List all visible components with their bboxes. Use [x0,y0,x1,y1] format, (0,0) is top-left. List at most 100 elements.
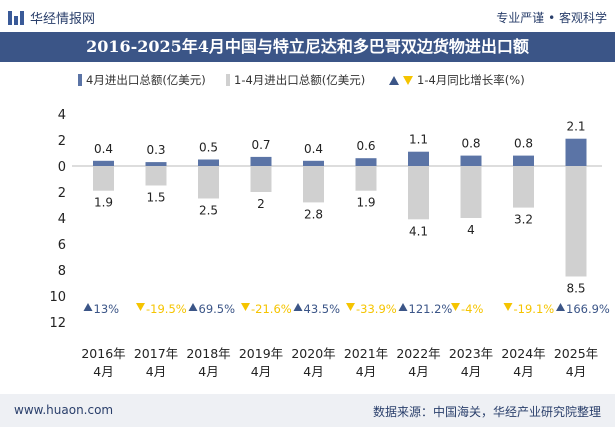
growth-up-triangle-icon [398,303,408,311]
chart-title: 2016-2025年4月中国与特立尼达和多巴哥双边货物进出口额 [0,32,615,62]
y-tick-label: 4 [58,108,66,123]
y-tick-label: 2 [58,134,66,149]
x-tick-label-month: 4月 [566,364,586,379]
export-value-label: 0.3 [146,143,165,157]
growth-down-triangle-icon [503,303,513,311]
export-bar [145,162,167,166]
x-tick-label-year: 2021年 [344,346,388,361]
legend-label-growth: 1-4月同比增长率(%) [417,73,525,87]
growth-value-label: -21.6% [251,302,292,316]
legend-up-triangle-icon [389,76,399,85]
growth-up-triangle-icon [83,303,93,311]
import-bar [355,166,377,191]
import-bar [565,166,587,277]
export-bar [460,155,482,166]
y-tick-label: 6 [58,238,66,253]
top-bar: 华经情报网 专业严谨 • 客观科学 [0,0,615,32]
import-value-label: 2 [257,197,265,211]
x-tick-label-month: 4月 [198,364,218,379]
y-tick-label: 10 [49,290,66,305]
import-bar [408,166,429,220]
import-value-label: 1.5 [146,191,165,205]
growth-row: 13% -19.5% 69.5% -21.6% 43.5% -33.9% 121.2% -4%… [83,302,610,316]
data-source: 数据来源：中国海关，华经产业研究院整理 [372,405,601,419]
export-bar [250,156,272,166]
y-tick-label: 2 [58,186,66,201]
growth-value-label: -19.1% [514,302,555,316]
import-value-label: 1.9 [356,196,375,210]
footer: www.huaon.com 数据来源：中国海关，华经产业研究院整理 [0,394,615,427]
x-tick-label-year: 2022年 [396,346,440,361]
growth-value-label: 121.2% [409,302,453,316]
growth-value-label: 166.9% [566,302,610,316]
import-value-label: 4.1 [409,224,428,238]
export-bar [355,158,377,166]
x-tick-label-month: 4月 [93,364,113,379]
export-bar [198,159,219,166]
y-tick-label: 8 [58,264,66,279]
chart: 4月进出口总额(亿美元) 1-4月进出口总额(亿美元) 1-4月同比增长率(%) 4… [49,73,610,379]
legend-label-export: 4月进出口总额(亿美元) [86,73,206,87]
export-bar [303,160,324,166]
tagline: 专业严谨 • 客观科学 [496,11,607,25]
export-value-label: 0.4 [94,142,113,156]
x-tick-label-month: 4月 [146,364,166,379]
export-bar [408,151,429,166]
legend-swatch-export [78,74,82,86]
x-tick-label-year: 2025年 [554,346,598,361]
x-tick-label-month: 4月 [356,364,376,379]
growth-down-triangle-icon [136,303,145,311]
x-tick-label-year: 2020年 [291,346,335,361]
growth-down-triangle-icon [241,303,250,311]
x-tick-label-month: 4月 [461,364,481,379]
export-value-label: 0.6 [356,139,375,153]
y-tick-label: 12 [49,316,66,331]
growth-up-triangle-icon [556,303,565,311]
x-tick-label-year: 2017年 [134,346,178,361]
y-tick-label: 0 [58,160,66,175]
export-bar [93,160,114,166]
import-value-label: 2.5 [199,204,218,218]
x-tick-label-year: 2019年 [239,346,283,361]
growth-up-triangle-icon [293,303,303,311]
import-bar [145,166,167,186]
x-tick-label-month: 4月 [303,364,323,379]
legend-down-triangle-icon [403,76,413,85]
export-bar [565,138,587,166]
export-value-label: 0.8 [461,137,480,151]
legend-label-import: 1-4月进出口总额(亿美元) [234,73,365,87]
growth-value-label: -19.5% [146,302,187,316]
export-value-label: 0.7 [251,138,270,152]
brand: 华经情报网 [8,8,95,27]
export-value-label: 0.4 [304,142,323,156]
brand-logo-icon [8,10,24,25]
growth-value-label: 43.5% [304,302,341,316]
export-value-label: 0.5 [199,141,218,155]
export-value-label: 2.1 [566,120,585,134]
growth-value-label: 13% [94,302,120,316]
import-bar [303,166,324,203]
import-value-label: 8.5 [566,282,585,296]
import-bar [93,166,114,191]
import-bar [250,166,272,192]
legend: 4月进出口总额(亿美元) 1-4月进出口总额(亿美元) 1-4月同比增长率(%) [78,73,525,87]
growth-down-triangle-icon [451,303,460,311]
import-value-label: 1.9 [94,196,113,210]
growth-value-label: -4% [461,302,483,316]
x-tick-label-year: 2024年 [501,346,545,361]
import-value-label: 3.2 [514,213,533,227]
x-tick-label-year: 2016年 [81,346,125,361]
y-tick-label: 4 [58,212,66,227]
brand-name: 华经情报网 [30,12,96,27]
import-value-label: 4 [467,223,475,237]
bars: 0.4 1.9 0.3 1.5 0.5 2.5 0.7 2 0.4 2.8 0.6 1.9 1.1 4.1… [93,120,587,296]
import-bar [460,166,482,218]
export-value-label: 0.8 [514,137,533,151]
growth-value-label: 69.5% [199,302,236,316]
x-tick-label-month: 4月 [513,364,533,379]
x-tick-label-year: 2018年 [186,346,230,361]
export-bar [513,155,534,166]
import-value-label: 2.8 [304,207,323,221]
x-tick-label-year: 2023年 [449,346,493,361]
import-bar [513,166,534,208]
